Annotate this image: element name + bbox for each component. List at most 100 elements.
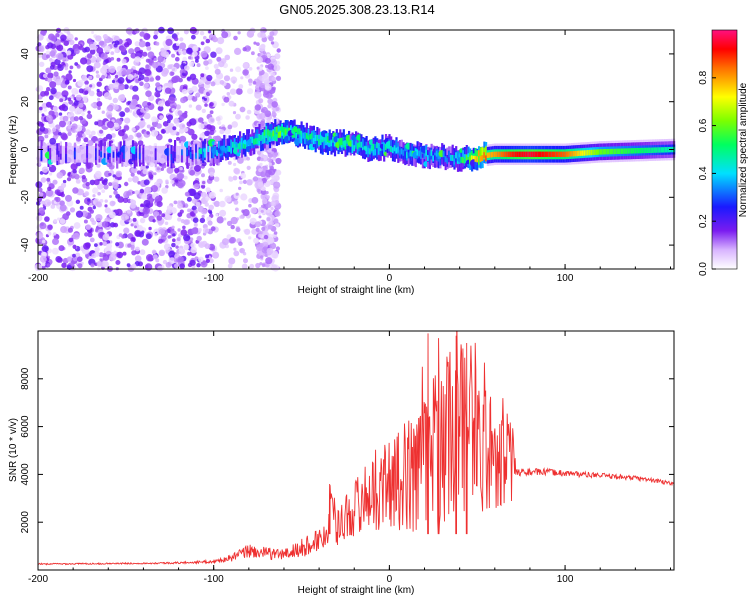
spectrogram-cell xyxy=(182,56,187,62)
spectrogram-cell xyxy=(80,145,84,163)
spectrogram-cell xyxy=(198,123,205,130)
spectrogram-cell xyxy=(141,193,148,200)
spectrogram-cell xyxy=(191,227,199,235)
spectrogram-cell xyxy=(53,71,59,77)
spectrogram-cell xyxy=(590,149,593,156)
spectrogram-cell xyxy=(430,149,433,156)
spectrogram-cell xyxy=(265,169,269,174)
spectrogram-cell xyxy=(444,156,447,163)
spectrogram-cell xyxy=(269,242,277,250)
spectrogram-cell xyxy=(297,126,300,148)
spectrogram-cell xyxy=(130,149,133,161)
spectrogram-cell xyxy=(103,92,112,100)
spectrogram-cell xyxy=(88,134,93,139)
spectrogram-cell xyxy=(165,262,172,268)
spectrogram-cell xyxy=(184,191,190,197)
spectrogram-cell xyxy=(189,118,197,126)
spectrogram-cell xyxy=(311,132,314,139)
spectrogram-cell xyxy=(597,149,600,155)
spectrogram-cell xyxy=(110,51,115,55)
snr-y-axis-label: SNR (10 * v/v) xyxy=(8,418,19,482)
spectrogram-cell xyxy=(369,148,372,155)
spectrogram-cell xyxy=(41,123,45,127)
spectrogram-cell xyxy=(209,171,215,177)
spectrogram-cell xyxy=(72,145,75,163)
spectrogram-cell xyxy=(451,155,454,161)
spectrogram-cell xyxy=(233,167,240,174)
spectrogram-cell xyxy=(275,169,282,176)
spectrogram-cell xyxy=(94,251,100,257)
spectrogram-cell xyxy=(126,191,131,197)
spectrogram-cell xyxy=(592,149,595,156)
spectrogram-cell xyxy=(250,207,257,214)
spectrogram-cell xyxy=(260,32,266,39)
spectrogram-cell xyxy=(161,213,166,218)
spectrogram-cell xyxy=(180,229,188,236)
spectrogram-cell xyxy=(187,251,192,256)
spectrogram-cell xyxy=(58,131,62,136)
spectrogram-cell xyxy=(146,131,150,135)
spectrogram-cell xyxy=(208,204,214,211)
spectrogram-cell xyxy=(221,31,229,39)
spectrogram-cell xyxy=(261,204,265,208)
spectrogram-cell xyxy=(527,151,530,157)
spectrogram-cell xyxy=(281,126,284,133)
spectrogram-cell xyxy=(205,254,210,259)
spectrogram-cell xyxy=(52,145,55,163)
spectrogram-cell xyxy=(112,182,119,189)
spectrogram-cell xyxy=(488,152,491,158)
spectrogram-cell xyxy=(93,179,100,186)
spectrogram-cell xyxy=(180,97,187,104)
spectrogram-cell xyxy=(52,76,57,81)
spectrogram-cell xyxy=(128,134,134,141)
spectrogram-cell xyxy=(123,227,130,234)
spectrogram-cell xyxy=(103,136,108,142)
spectrogram-cell xyxy=(85,224,92,230)
spectrogram-cell xyxy=(261,263,266,268)
spectrogram-cell xyxy=(142,148,145,154)
spectrogram-cell xyxy=(201,208,208,215)
spectrogram-cell xyxy=(88,75,93,80)
spectrogram-cell xyxy=(134,255,142,262)
spectrogram-cell xyxy=(623,148,626,154)
spectrogram-cell xyxy=(93,145,96,163)
spectrogram-cell xyxy=(237,31,241,35)
spectrogram-cell xyxy=(376,144,379,157)
spectrogram-cell xyxy=(60,226,68,233)
spectrogram-cell xyxy=(646,147,649,154)
spectrogram-cell xyxy=(119,148,122,155)
spectrogram-cell xyxy=(83,242,91,250)
spectrogram-cell xyxy=(155,82,161,88)
spectrogram-cell xyxy=(96,88,100,93)
spectrogram-cell xyxy=(179,263,185,269)
spectrogram-cell xyxy=(89,49,96,55)
colorbar-tick-label: 0.2 xyxy=(698,214,709,228)
spectrogram-cell xyxy=(167,27,175,35)
spectrogram-cell xyxy=(58,150,61,157)
spectrogram-cell xyxy=(41,113,45,117)
spectrogram-cell xyxy=(437,152,440,159)
spectrogram-cell xyxy=(143,33,151,40)
spectrogram-cell xyxy=(326,136,330,143)
spectrogram-cell xyxy=(235,142,238,149)
spectrogram-cell xyxy=(449,154,453,161)
spectrogram-cell xyxy=(95,151,98,158)
spectrogram-cell xyxy=(234,47,242,56)
spectrogram-cell xyxy=(60,132,68,140)
spectrogram-cell xyxy=(156,201,163,208)
spectrogram-cell xyxy=(233,250,240,257)
spectrogram-cell xyxy=(513,151,516,157)
spectrogram-cell xyxy=(114,49,119,53)
spectrogram-cell xyxy=(245,115,250,120)
spectrogram-cell xyxy=(113,82,120,90)
spectrogram-cell xyxy=(532,151,535,157)
spectrogram-cell xyxy=(134,41,140,47)
spectrogram-cell xyxy=(61,145,64,163)
spectrogram-cell xyxy=(384,144,388,151)
spectrogram-cell xyxy=(221,102,225,107)
spectrogram-cell xyxy=(124,181,129,187)
spectrogram-cell xyxy=(166,205,173,211)
spectrogram-cell xyxy=(101,75,106,79)
spectrogram-cell xyxy=(98,149,101,156)
spectrogram-cell xyxy=(239,106,246,113)
